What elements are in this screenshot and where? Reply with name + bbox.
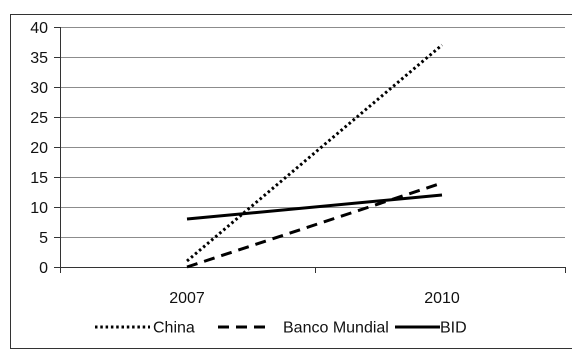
y-tick-label: 40 xyxy=(30,20,48,37)
y-tick-label: 30 xyxy=(30,80,48,97)
legend-item-banco-mundial: Banco Mundial xyxy=(218,320,389,337)
y-tick-label: 20 xyxy=(30,140,48,157)
y-tick-label: 15 xyxy=(30,170,48,187)
y-tick-labels: 0 5 10 15 20 25 30 35 40 xyxy=(30,20,48,277)
legend-item-china: China xyxy=(95,320,195,337)
series-line-banco-mundial xyxy=(187,183,442,267)
legend-label: BID xyxy=(440,320,467,337)
legend: China Banco Mundial BID xyxy=(95,320,467,337)
x-tick-label: 2007 xyxy=(169,290,205,307)
y-tick-label: 35 xyxy=(30,50,48,67)
legend-item-bid: BID xyxy=(395,320,467,337)
x-tick-label: 2010 xyxy=(424,290,460,307)
legend-label: Banco Mundial xyxy=(283,320,389,337)
y-tick-label: 10 xyxy=(30,200,48,217)
x-tick-labels: 2007 2010 xyxy=(169,290,460,307)
legend-label: China xyxy=(153,320,195,337)
series-line-china xyxy=(187,45,442,261)
plot-border xyxy=(11,15,572,349)
series-lines xyxy=(187,45,442,267)
y-tick-label: 25 xyxy=(30,110,48,127)
y-tick-label: 5 xyxy=(39,230,48,247)
y-tick-label: 0 xyxy=(39,260,48,277)
axes xyxy=(54,27,566,273)
